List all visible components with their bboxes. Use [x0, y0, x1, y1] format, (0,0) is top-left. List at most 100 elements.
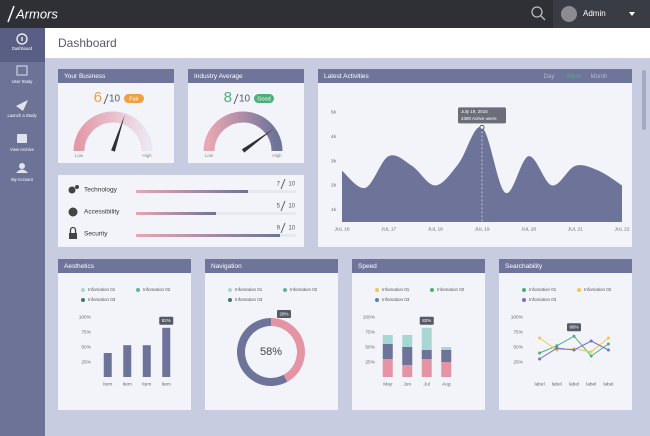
- y-tick-label: 3k: [331, 158, 337, 164]
- x-tick-label: JUL 21: [568, 226, 583, 232]
- tooltip-title: July 19, 2016: [461, 109, 488, 114]
- page-title: Dashboard: [58, 36, 117, 50]
- legend-dot: [283, 288, 287, 292]
- logo: Armors: [15, 6, 58, 21]
- nav-icon: [19, 163, 25, 169]
- point: [606, 342, 610, 346]
- bar: [142, 345, 151, 377]
- tab[interactable]: Week: [566, 74, 582, 80]
- callout-text: 82%: [422, 318, 431, 323]
- legend-label: Infomation 01: [382, 287, 410, 292]
- y-tick-label: 100%: [511, 314, 524, 320]
- tab[interactable]: Month: [591, 74, 608, 80]
- card-header: [205, 259, 338, 273]
- card-header: [58, 69, 174, 83]
- top-bar: [0, 0, 650, 28]
- tab[interactable]: Day: [544, 74, 555, 80]
- metric-icon: [69, 226, 77, 233]
- bar: [103, 353, 112, 377]
- metric-bar: [136, 190, 248, 193]
- donut-segment: [270, 318, 305, 382]
- metric-icon: [69, 233, 77, 239]
- x-tick-label: May: [383, 381, 393, 387]
- sidebar-active: [0, 28, 45, 62]
- score-max: 10: [239, 94, 251, 105]
- y-tick-label: 50%: [513, 344, 523, 350]
- bar-segment: [421, 350, 432, 359]
- metric-icon: [68, 186, 76, 194]
- metric-icon: [75, 185, 79, 189]
- area: [342, 126, 622, 222]
- bar-segment: [441, 362, 452, 377]
- card: [205, 259, 338, 410]
- card-header: [318, 69, 632, 83]
- y-tick-label: 50%: [81, 344, 91, 350]
- bar-segment: [421, 359, 432, 377]
- legend-label: Infomation 02: [584, 287, 612, 292]
- point: [606, 348, 610, 352]
- callout: [419, 316, 434, 325]
- nav-item[interactable]: Dashboard: [12, 46, 33, 51]
- y-tick-label: 75%: [513, 329, 523, 335]
- metric-value: 9: [277, 226, 281, 232]
- nav-icon: [16, 169, 28, 173]
- bar-segment: [402, 335, 413, 347]
- legend-dot: [430, 288, 434, 292]
- avatar[interactable]: [561, 6, 577, 22]
- card-header: [188, 69, 304, 83]
- x-tick-label: Item: [103, 381, 112, 387]
- card-title: Latest Activities: [324, 73, 370, 80]
- metric-value: 10: [288, 182, 295, 188]
- score: 6: [94, 89, 102, 106]
- score: 8: [224, 89, 232, 106]
- nav-item[interactable]: My Account: [11, 177, 33, 182]
- sidebar: [0, 28, 45, 436]
- nav-item[interactable]: User Study: [12, 79, 34, 84]
- metric-value: 10: [288, 226, 295, 232]
- nav-item[interactable]: Launch a Study: [7, 113, 37, 118]
- x-tick-label: label: [603, 381, 613, 387]
- user-name[interactable]: Admin: [583, 9, 606, 18]
- x-tick-label: JUL 19: [474, 226, 489, 232]
- scrollbar[interactable]: [642, 70, 646, 130]
- donut-center: 58%: [260, 346, 282, 358]
- gauge-low: Low: [205, 153, 214, 158]
- page-header: [45, 28, 650, 58]
- x-tick-label: Item: [142, 381, 151, 387]
- x-tick-label: label: [586, 381, 596, 387]
- y-tick-label: 100%: [363, 314, 376, 320]
- tooltip-point: [479, 124, 485, 130]
- x-tick-label: JUL 16: [334, 226, 349, 232]
- y-tick-label: 25%: [513, 359, 523, 365]
- x-tick-label: label: [535, 381, 545, 387]
- metric-bar: [136, 234, 280, 237]
- metric-value: 10: [288, 204, 295, 210]
- dropdown-arrow[interactable]: [629, 12, 635, 16]
- search-icon-handle: [540, 15, 546, 21]
- legend-dot: [375, 298, 379, 302]
- point: [572, 334, 576, 338]
- search-icon[interactable]: [531, 6, 543, 18]
- x-tick-label: JUL 18: [428, 226, 443, 232]
- point: [555, 344, 559, 348]
- point: [538, 336, 542, 340]
- metric-icon: [68, 207, 78, 217]
- metric-name: Technology: [84, 187, 118, 194]
- gauge-arc: [203, 111, 283, 152]
- callout: [277, 310, 291, 318]
- card: [58, 259, 191, 410]
- bar-segment: [382, 344, 393, 359]
- point: [555, 346, 559, 350]
- metric-bar: [136, 212, 216, 215]
- legend-label: Infomation 02: [143, 287, 171, 292]
- card-header: [499, 259, 632, 273]
- legend-label: Infomation 01: [88, 287, 116, 292]
- donut-segment: [237, 318, 288, 386]
- x-tick-label: Item: [162, 381, 171, 387]
- gauge-arc: [73, 111, 153, 152]
- metric-name: Security: [84, 231, 108, 238]
- gauge-needle: [241, 128, 274, 153]
- x-tick-label: label: [552, 381, 562, 387]
- callout: [567, 323, 581, 332]
- nav-item[interactable]: View Archive: [10, 147, 35, 152]
